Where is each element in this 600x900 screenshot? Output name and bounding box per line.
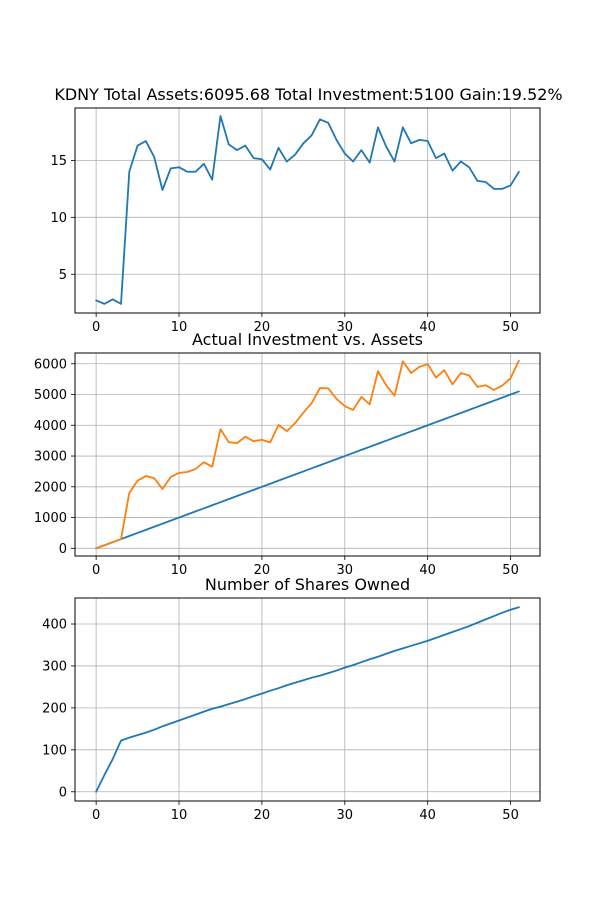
x-tick-label: 20 — [254, 808, 271, 823]
y-tick-label: 0 — [59, 542, 67, 557]
x-tick-label: 50 — [502, 320, 519, 335]
x-tick-label: 0 — [92, 320, 100, 335]
axes-frame — [74, 352, 541, 557]
x-tick-label: 40 — [419, 808, 436, 823]
y-tick-label: 200 — [42, 701, 67, 716]
chart-title: Number of Shares Owned — [205, 575, 410, 594]
y-tick-label: 0 — [59, 785, 67, 800]
y-tick-label: 3000 — [34, 450, 67, 465]
chart-title: KDNY Total Assets:6095.68 Total Investme… — [54, 85, 562, 104]
x-tick-label: 0 — [92, 563, 100, 578]
chart-title: Actual Investment vs. Assets — [192, 330, 423, 349]
y-tick-label: 100 — [42, 743, 67, 758]
x-tick-label: 30 — [337, 808, 354, 823]
y-tick-label: 4000 — [34, 419, 67, 434]
series-line-1 — [95, 359, 520, 550]
y-tick-label: 5 — [59, 268, 67, 283]
chart-shares-owned: 0 10 20 30 40 50 0 100 200 300 400 Number of Shares… — [42, 575, 541, 823]
y-tick-label: 300 — [42, 659, 67, 674]
x-tick-label: 10 — [171, 808, 188, 823]
series-line-0 — [95, 390, 520, 550]
y-tick-label: 15 — [50, 154, 67, 169]
x-tick-label: 50 — [502, 808, 519, 823]
x-tick-label: 20 — [254, 563, 271, 578]
x-tick-label: 20 — [254, 320, 271, 335]
x-tick-label: 30 — [337, 563, 354, 578]
x-tick-label: 10 — [171, 563, 188, 578]
x-tick-label: 40 — [419, 563, 436, 578]
chart-total-assets: 0 10 20 30 40 50 5 10 15 KDNY Total Assets:6095.6… — [50, 85, 562, 335]
series-line-0 — [95, 606, 520, 793]
x-tick-label: 0 — [92, 808, 100, 823]
y-tick-label: 400 — [42, 618, 67, 633]
x-tick-label: 50 — [502, 563, 519, 578]
x-tick-label: 10 — [171, 320, 188, 335]
chart-investment-vs-assets: 0 10 20 30 40 50 0 1000 2000 3000 4000 5000 6000 Actu… — [34, 330, 541, 578]
x-tick-label: 40 — [419, 320, 436, 335]
series-line-0 — [95, 115, 520, 305]
y-tick-label: 2000 — [34, 480, 67, 495]
axes-frame — [74, 597, 541, 802]
y-tick-label: 1000 — [34, 511, 67, 526]
y-tick-label: 10 — [50, 211, 67, 226]
axes-frame — [74, 107, 541, 314]
x-tick-label: 30 — [337, 320, 354, 335]
y-tick-label: 6000 — [34, 357, 67, 372]
y-tick-label: 5000 — [34, 388, 67, 403]
